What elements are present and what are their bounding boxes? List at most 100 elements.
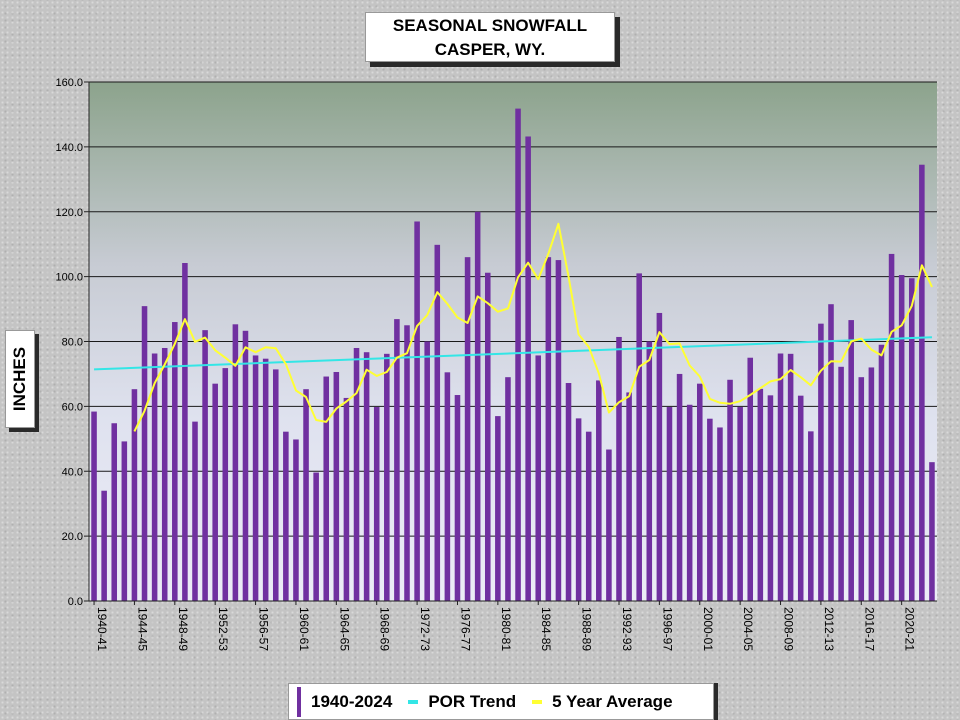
y-tick-label: 160.0	[55, 77, 83, 89]
y-tick-label: 20.0	[62, 531, 83, 543]
snowfall-bar	[141, 306, 148, 601]
snowfall-bar	[908, 278, 915, 601]
snowfall-bar	[707, 418, 713, 601]
x-tick-label: 1972-73	[418, 607, 432, 651]
snowfall-bar	[272, 369, 279, 601]
snowfall-bar	[484, 272, 491, 601]
x-tick-label: 2020-21	[903, 607, 917, 651]
x-tick-label: 1960-61	[297, 607, 311, 651]
snowfall-bar	[838, 366, 844, 601]
snowfall-bar	[808, 431, 814, 601]
snowfall-bar	[888, 253, 895, 601]
snowfall-bar	[202, 330, 208, 601]
legend-label-bars: 1940-2024	[311, 691, 393, 711]
snowfall-bar	[91, 411, 97, 601]
snowfall-bar	[747, 357, 754, 601]
snowfall-bar	[777, 353, 784, 601]
y-tick-label: 140.0	[55, 142, 83, 154]
legend-swatch-trend	[408, 699, 419, 704]
x-tick-label: 2012-13	[822, 607, 836, 651]
chart-subtitle: CASPER, WY.	[434, 40, 546, 59]
x-tick-label: 2016-17	[862, 607, 876, 651]
snowfall-bar	[131, 389, 138, 601]
snowfall-bar	[101, 490, 107, 601]
legend-label-average: 5 Year Average	[552, 691, 673, 711]
snowfall-bar	[404, 325, 410, 601]
snowfall-bar	[323, 376, 330, 601]
y-axis-label: INCHES	[10, 346, 29, 412]
snowfall-bar	[868, 367, 875, 601]
snowfall-bar	[848, 320, 854, 601]
snowfall-bar	[666, 407, 673, 601]
snowfall-bar	[919, 164, 925, 601]
x-tick-label: 2000-01	[701, 607, 715, 651]
snowfall-bar	[363, 352, 370, 601]
y-tick-label: 100.0	[55, 272, 83, 284]
x-tick-label: 1968-69	[378, 607, 392, 651]
snowfall-bar	[424, 341, 430, 601]
snowfall-bar	[384, 353, 390, 601]
x-tick-label: 1980-81	[499, 607, 513, 651]
x-axis-ticks: 1940-41 1944-45 1948-49 1952-53 1956-57 1960-…	[93, 601, 917, 651]
y-tick-label: 120.0	[55, 207, 83, 219]
snowfall-bar	[222, 368, 229, 601]
legend: 1940-2024 POR Trend 5 Year Average	[288, 683, 714, 720]
bar-series	[91, 108, 935, 601]
snowfall-bar	[606, 449, 612, 601]
snowfall-bar	[727, 379, 733, 601]
snowfall-bar	[545, 257, 552, 601]
snowfall-bar	[575, 418, 582, 601]
snowfall-bar	[333, 371, 340, 601]
snowfall-bar	[182, 263, 188, 601]
snowfall-bar	[151, 353, 158, 601]
snowfall-bar	[646, 341, 653, 601]
snowfall-bar	[535, 355, 542, 601]
snowfall-bar	[232, 324, 239, 601]
x-tick-label: 1976-77	[458, 607, 472, 651]
y-tick-label: 60.0	[62, 401, 83, 413]
five-year-average-line	[133, 222, 933, 432]
y-tick-label: 40.0	[62, 466, 83, 478]
x-tick-label: 2004-05	[741, 607, 755, 651]
snowfall-bar	[565, 383, 572, 601]
snowfall-bar	[818, 323, 824, 601]
snowfall-bar	[172, 322, 178, 601]
snowfall-bar	[434, 244, 441, 601]
snowfall-bar	[656, 312, 663, 601]
legend-label-trend: POR Trend	[428, 691, 517, 711]
legend-item-bars: 1940-2024	[297, 686, 393, 717]
snowfall-bar	[636, 273, 642, 601]
snowfall-bar	[262, 358, 269, 601]
snowfall-bar	[192, 421, 198, 601]
snowfall-bar	[525, 136, 531, 601]
snowfall-bar	[161, 347, 168, 601]
y-axis-label-box: INCHES	[5, 330, 35, 428]
snowfall-bar	[283, 431, 289, 601]
y-axis-ticks: 0.0 20.0 40.0 60.0 80.0 100.0 120.0 140.0 160.0	[55, 77, 89, 608]
snowfall-bar	[717, 427, 723, 601]
snowfall-bar	[464, 257, 471, 601]
chart-title-box: SEASONAL SNOWFALL CASPER, WY.	[365, 12, 615, 62]
x-tick-label: 1952-53	[216, 607, 230, 651]
snowfall-bar	[676, 373, 683, 601]
snowfall-bar	[303, 389, 309, 601]
snowfall-bar	[626, 392, 632, 601]
legend-swatch-average	[532, 699, 543, 704]
snowfall-bar	[343, 397, 350, 601]
snowfall-bar	[787, 353, 794, 601]
snowfall-bar	[797, 395, 804, 601]
snowfall-bar	[585, 431, 592, 601]
snowfall-bar	[313, 472, 319, 601]
x-tick-label: 1996-97	[660, 607, 674, 651]
snowfall-bar	[596, 380, 602, 601]
x-tick-label: 1940-41	[95, 607, 109, 651]
snowfall-bar	[505, 377, 511, 601]
snowfall-bar	[121, 441, 128, 601]
snowfall-bar	[696, 383, 703, 601]
snowfall-bar	[373, 407, 380, 601]
chart-title: SEASONAL SNOWFALL	[392, 16, 588, 35]
snowfall-bar	[454, 395, 461, 601]
x-tick-label: 1948-49	[176, 607, 190, 651]
snowfall-bar	[242, 330, 249, 601]
